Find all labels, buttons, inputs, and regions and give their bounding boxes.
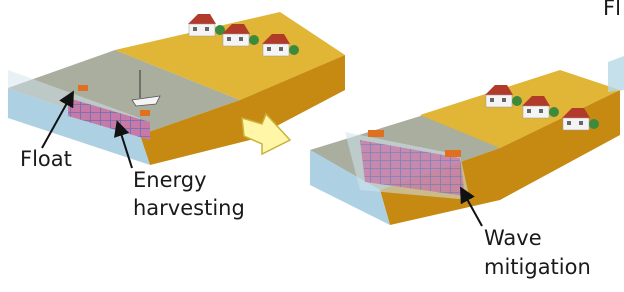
label-energy: harvesting	[133, 196, 245, 220]
diagram: Float Energy harvesting Wave mitigation …	[0, 0, 624, 292]
scene-left	[8, 12, 345, 165]
label-corner: Fl	[603, 0, 621, 20]
label-energy: Energy	[133, 168, 207, 192]
label-wave: Wave	[484, 226, 542, 250]
label-wave: mitigation	[484, 255, 591, 279]
page: {"labels": {"float": "Float", "energy": …	[0, 0, 624, 292]
label-float: Float	[20, 147, 72, 171]
